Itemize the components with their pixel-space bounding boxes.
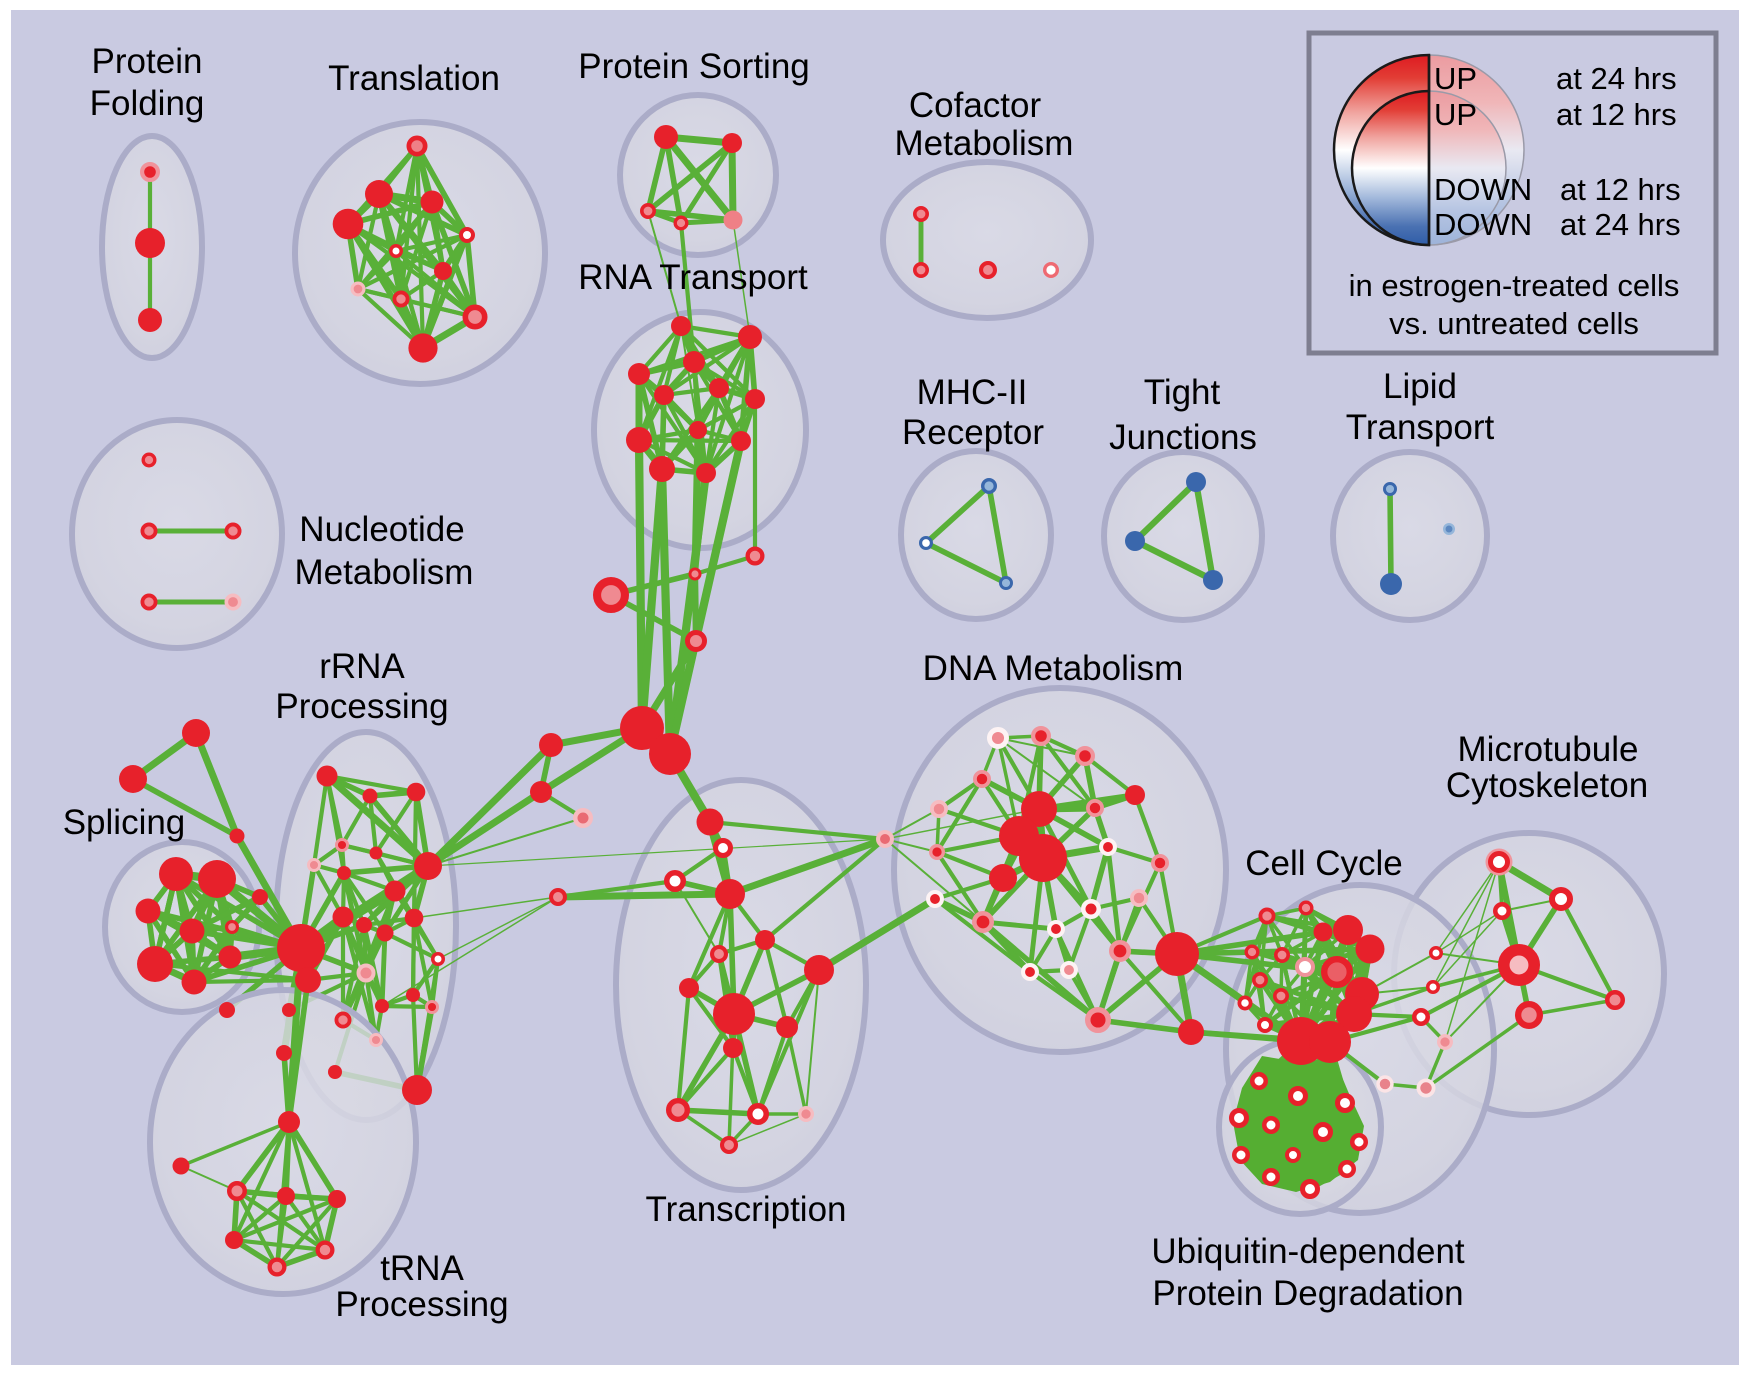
svg-text:at 12 hrs: at 12 hrs <box>1556 97 1677 132</box>
svg-text:Tight: Tight <box>1144 373 1221 412</box>
svg-text:Nucleotide: Nucleotide <box>299 510 464 549</box>
svg-text:Ubiquitin-dependent: Ubiquitin-dependent <box>1151 1232 1465 1271</box>
svg-text:Processing: Processing <box>335 1285 508 1324</box>
svg-text:Splicing: Splicing <box>63 803 186 842</box>
svg-text:MHC-II: MHC-II <box>917 373 1028 412</box>
svg-text:Transcription: Transcription <box>646 1190 847 1229</box>
svg-text:Metabolism: Metabolism <box>295 553 474 592</box>
svg-text:RNA Transport: RNA Transport <box>578 258 808 297</box>
svg-text:Cytoskeleton: Cytoskeleton <box>1446 766 1648 805</box>
svg-text:Cofactor: Cofactor <box>909 86 1042 125</box>
svg-text:Protein Sorting: Protein Sorting <box>578 47 810 86</box>
svg-text:Junctions: Junctions <box>1109 418 1257 457</box>
svg-text:Lipid: Lipid <box>1383 367 1457 406</box>
svg-text:Cell Cycle: Cell Cycle <box>1245 844 1403 883</box>
svg-text:Translation: Translation <box>328 59 500 98</box>
svg-text:DOWN: DOWN <box>1434 172 1532 207</box>
svg-text:at 24 hrs: at 24 hrs <box>1560 207 1681 242</box>
svg-text:vs. untreated cells: vs. untreated cells <box>1389 306 1639 341</box>
svg-text:Transport: Transport <box>1346 408 1495 447</box>
svg-text:DOWN: DOWN <box>1434 207 1532 242</box>
svg-text:UP: UP <box>1434 61 1477 96</box>
svg-text:at 24 hrs: at 24 hrs <box>1556 61 1677 96</box>
svg-text:DNA Metabolism: DNA Metabolism <box>923 649 1184 688</box>
svg-text:Processing: Processing <box>275 687 448 726</box>
svg-text:at 12 hrs: at 12 hrs <box>1560 172 1681 207</box>
svg-text:Receptor: Receptor <box>902 413 1044 452</box>
svg-text:tRNA: tRNA <box>380 1249 464 1288</box>
svg-text:in estrogen-treated cells: in estrogen-treated cells <box>1349 268 1680 303</box>
svg-text:Protein Degradation: Protein Degradation <box>1152 1274 1463 1313</box>
svg-text:Protein: Protein <box>92 42 203 81</box>
svg-text:Microtubule: Microtubule <box>1458 730 1639 769</box>
svg-text:Metabolism: Metabolism <box>895 124 1074 163</box>
svg-text:UP: UP <box>1434 97 1477 132</box>
svg-text:Folding: Folding <box>90 84 205 123</box>
svg-text:rRNA: rRNA <box>319 647 405 686</box>
